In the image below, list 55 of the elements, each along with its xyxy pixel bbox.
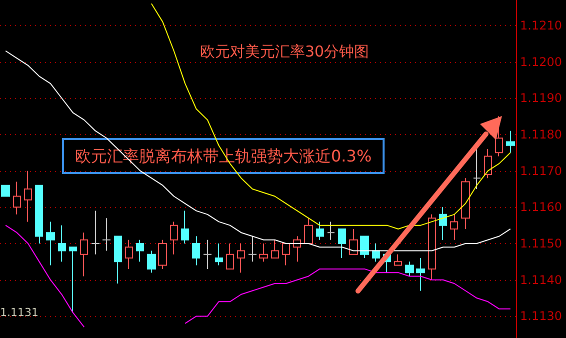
candlestick xyxy=(80,232,88,277)
candlestick xyxy=(203,239,212,270)
candlestick xyxy=(316,221,324,240)
candlestick xyxy=(102,218,111,252)
candlestick xyxy=(248,236,257,262)
candlestick xyxy=(304,218,313,244)
y-tick-label: 1.1180 xyxy=(520,127,562,142)
candlestick xyxy=(495,116,503,157)
candlestick xyxy=(282,243,290,266)
candlestick xyxy=(338,228,346,259)
candlestick xyxy=(181,210,189,244)
candlestick xyxy=(35,184,43,244)
candlestick xyxy=(147,250,156,274)
y-tick-label: 1.1190 xyxy=(520,91,562,106)
y-tick-label: 1.1130 xyxy=(520,309,562,324)
candlestick xyxy=(439,206,447,240)
candlestick xyxy=(125,239,133,270)
candlestick xyxy=(461,178,470,230)
candlestick xyxy=(394,254,402,266)
candlestick xyxy=(226,243,234,270)
candlestick xyxy=(158,239,167,270)
candlestick xyxy=(271,239,279,259)
candlestick xyxy=(24,170,32,222)
y-tick-label: 1.1160 xyxy=(520,200,562,214)
y-tick-label: 1.1210 xyxy=(520,18,562,32)
candlestick xyxy=(114,236,122,284)
candlestick xyxy=(46,221,55,266)
y-tick-label: 1.1140 xyxy=(520,272,562,287)
candlestick xyxy=(484,148,492,179)
candlestick xyxy=(170,221,178,255)
candlestick xyxy=(91,210,100,255)
candlestick xyxy=(360,236,369,259)
candlestick xyxy=(349,228,358,255)
y-tick-label: 1.1150 xyxy=(520,236,562,251)
candlestick xyxy=(58,224,66,262)
annotation: 1.1131 xyxy=(0,306,38,319)
candlestick xyxy=(450,214,458,240)
candlestick xyxy=(215,243,223,266)
candlestick xyxy=(405,261,414,277)
candlestick xyxy=(1,184,10,197)
candlestick xyxy=(237,243,245,274)
y-tick-label: 1.1170 xyxy=(520,164,562,178)
candlestick xyxy=(13,181,21,215)
text: 欧元对美元汇率30分钟图 xyxy=(200,42,370,60)
candlestick xyxy=(428,214,436,280)
candlestick xyxy=(259,243,268,262)
candlestick xyxy=(416,258,425,292)
candlestick xyxy=(327,221,335,240)
candlestick xyxy=(69,246,77,314)
candlestick xyxy=(506,130,515,154)
candlestick xyxy=(136,239,144,262)
y-tick-label: 1.1200 xyxy=(520,54,562,69)
candlestick xyxy=(372,243,380,262)
candlestick xyxy=(473,148,481,190)
candlestick xyxy=(192,236,200,266)
